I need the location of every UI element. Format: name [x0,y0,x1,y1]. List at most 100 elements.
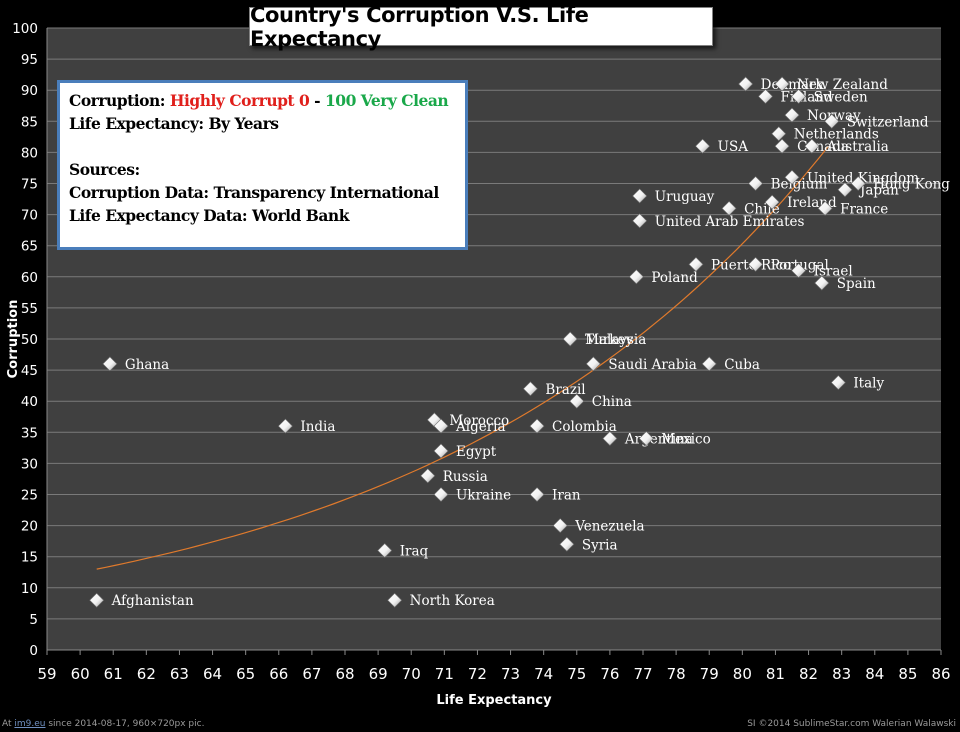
x-tick-label: 72 [468,665,487,683]
gridlines [47,27,941,620]
data-points: Afghanistan Ghana India Iraq North Korea Russ… [89,76,950,609]
data-point-label: Russia [443,469,488,485]
data-point-marker [814,275,830,291]
data-point-label: Colombia [552,419,617,435]
data-point-marker [784,107,800,123]
scale-separator: - [309,91,326,110]
data-point-marker [559,536,575,552]
data-point-marker [552,518,568,534]
data-point-label: USA [718,139,749,155]
footer-link[interactable]: im9.eu [14,719,46,729]
x-tick-label: 61 [104,665,123,683]
x-tick-label: 75 [567,665,586,683]
data-point-label: Uruguay [655,189,715,205]
x-axis-label: Life Expectancy [436,693,552,708]
data-point-label: Cuba [724,357,760,373]
data-point-marker [569,393,585,409]
x-tick-label: 69 [369,665,388,683]
data-point-marker [522,381,538,397]
data-point-marker [529,418,545,434]
corruption-source: Corruption Data: Transparency Internatio… [69,183,439,202]
data-point-marker [804,138,820,154]
data-point-marker [791,263,807,279]
y-tick-labels: 0 5 10 15 20 25 30 35 40 45 50 55 60 65 70 75 80 85 90 95 10… [12,21,38,659]
data-point-marker [688,256,704,272]
footer-credit: SI ©2014 SublimeStar.com Walerian Walaws… [747,719,956,729]
data-point-label: Poland [651,270,698,286]
data-point-label: Venezuela [574,519,644,535]
x-tick-labels: 59 60 61 62 63 64 65 66 67 68 69 70 71 72 73 74 75 76 77 78… [37,665,950,683]
data-point-marker [774,138,790,154]
data-point-marker [387,592,403,608]
data-point-marker [701,356,717,372]
data-point-marker [420,468,436,484]
corruption-scale-prefix: Corruption: [69,91,170,110]
data-point-label: Spain [837,276,876,292]
data-point-label: Argentina [624,432,693,448]
y-tick-label: 20 [21,519,38,535]
data-point-marker [764,194,780,210]
data-point-label: Syria [582,537,618,553]
data-point-label: Malaysia [585,332,646,348]
x-tick-label: 70 [402,665,421,683]
data-point-marker [632,213,648,229]
data-point-marker [824,113,840,129]
data-point-label: Ukraine [456,488,511,504]
x-tick-label: 66 [269,665,288,683]
x-tick-label: 83 [832,665,851,683]
data-point-marker [738,76,754,92]
sources-heading: Sources: [69,160,140,179]
x-tick-label: 62 [137,665,156,683]
data-point-label: Japan [858,183,899,199]
y-tick-label: 80 [21,145,38,161]
y-tick-label: 90 [21,83,38,99]
footer-left: At im9.eu since 2014-08-17, 960×720px pi… [2,719,204,729]
spacer [69,135,465,158]
data-point-label: Sweden [814,89,868,105]
data-point-marker [632,188,648,204]
data-point-marker [721,200,737,216]
x-tick-label: 76 [600,665,619,683]
chart-title: Country's Corruption V.S. Life Expectanc… [249,3,713,51]
data-point-label: Saudi Arabia [608,357,697,373]
x-tick-label: 74 [534,665,553,683]
data-point-marker [791,88,807,104]
corruption-scale-line: Corruption: Highly Corrupt 0 - 100 Very … [69,89,465,112]
y-tick-label: 60 [21,270,38,286]
y-tick-label: 25 [21,488,38,504]
data-point-marker [748,176,764,191]
data-point-marker [602,431,618,446]
data-point-label: France [840,201,888,217]
life-expectancy-line: Life Expectancy: By Years [69,114,279,133]
data-point-marker [748,256,764,272]
x-tick-label: 84 [865,665,884,683]
data-point-label: Ghana [125,357,169,373]
axes [46,28,942,655]
data-point-marker [433,418,449,434]
y-tick-label: 70 [21,208,38,224]
y-tick-label: 75 [21,177,38,193]
data-point-label: Egypt [456,444,497,460]
data-point-label: Australia [826,139,889,155]
data-point-marker [529,487,545,502]
y-tick-label: 15 [21,550,38,566]
data-point-marker [850,176,866,191]
data-point-marker [774,76,790,92]
y-tick-label: 100 [12,21,38,37]
x-tick-label: 77 [633,665,652,683]
y-tick-label: 30 [21,456,38,472]
data-point-label: Denmark [761,77,825,93]
x-tick-label: 68 [335,665,354,683]
data-point-marker [585,356,601,372]
x-tick-label: 78 [667,665,686,683]
y-tick-label: 40 [21,394,38,410]
data-point-label: China [592,394,632,410]
data-point-marker [562,331,578,347]
data-point-marker [771,126,787,142]
data-point-marker [433,443,449,459]
data-point-marker [837,182,853,198]
data-point-label: Finland [781,89,833,105]
data-point-label: United Kingdom [807,170,919,186]
data-point-label: Mexico [661,432,710,448]
